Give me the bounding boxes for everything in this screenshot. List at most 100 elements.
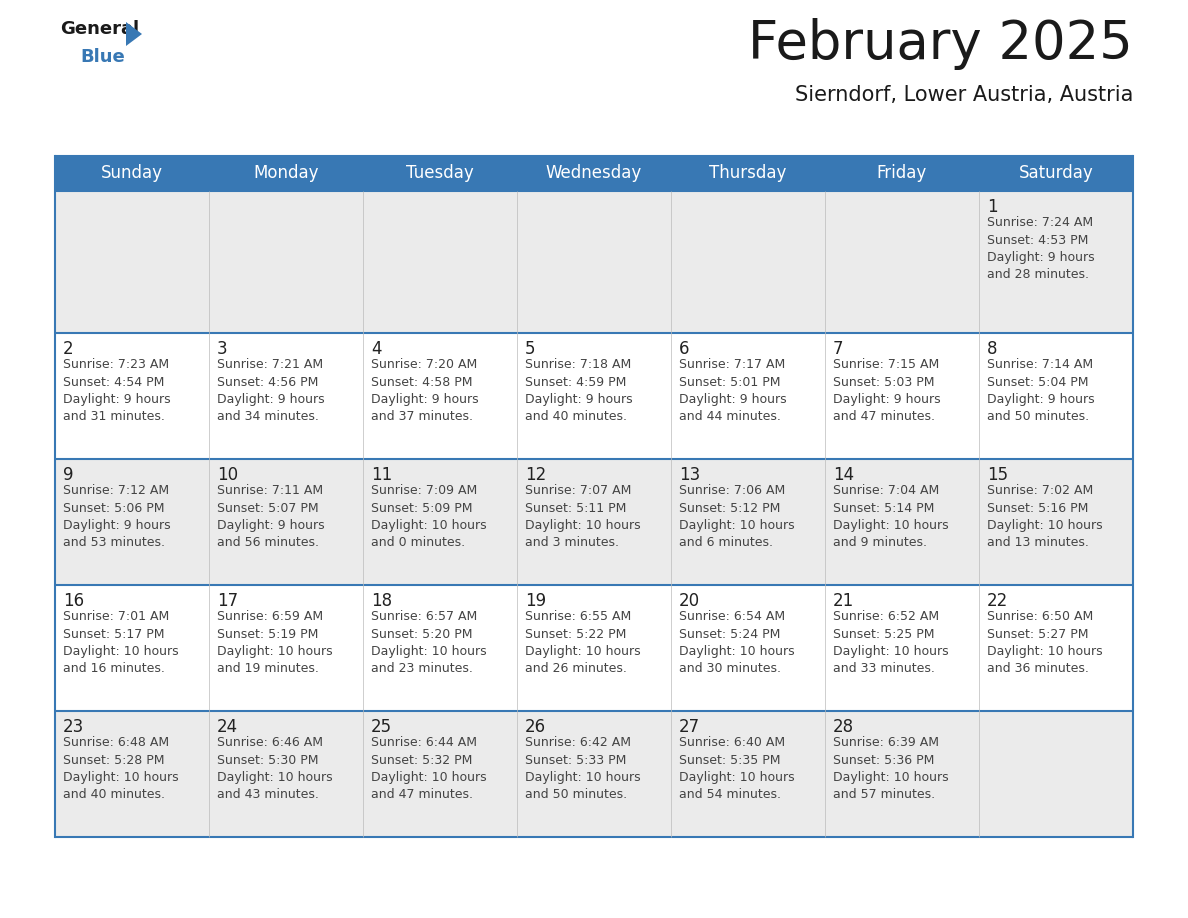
- Text: and 50 minutes.: and 50 minutes.: [525, 789, 627, 801]
- Text: Daylight: 9 hours: Daylight: 9 hours: [217, 519, 324, 532]
- Text: Sunrise: 7:14 AM: Sunrise: 7:14 AM: [987, 358, 1093, 371]
- Bar: [209, 711, 364, 837]
- Text: General: General: [61, 20, 139, 38]
- Text: 24: 24: [217, 718, 238, 736]
- Text: and 34 minutes.: and 34 minutes.: [217, 410, 318, 423]
- Bar: [209, 585, 364, 711]
- Bar: [979, 585, 1133, 711]
- Bar: [55, 333, 209, 459]
- Text: Thursday: Thursday: [709, 164, 786, 183]
- Bar: [671, 191, 824, 333]
- Text: Daylight: 9 hours: Daylight: 9 hours: [833, 393, 941, 406]
- Text: and 56 minutes.: and 56 minutes.: [217, 536, 320, 550]
- Text: Wednesday: Wednesday: [545, 164, 643, 183]
- Text: and 37 minutes.: and 37 minutes.: [371, 410, 473, 423]
- Text: Sunrise: 7:18 AM: Sunrise: 7:18 AM: [525, 358, 631, 371]
- Text: Sunrise: 6:42 AM: Sunrise: 6:42 AM: [525, 736, 631, 749]
- Text: and 0 minutes.: and 0 minutes.: [371, 536, 466, 550]
- Text: Daylight: 10 hours: Daylight: 10 hours: [525, 771, 640, 784]
- Text: Friday: Friday: [877, 164, 927, 183]
- Bar: [671, 333, 824, 459]
- Text: 28: 28: [833, 718, 854, 736]
- Bar: [979, 333, 1133, 459]
- Text: 3: 3: [217, 340, 228, 358]
- Text: Daylight: 10 hours: Daylight: 10 hours: [680, 645, 795, 658]
- Text: Sunset: 5:24 PM: Sunset: 5:24 PM: [680, 628, 781, 641]
- Text: Sierndorf, Lower Austria, Austria: Sierndorf, Lower Austria, Austria: [795, 85, 1133, 105]
- Text: Sunset: 5:20 PM: Sunset: 5:20 PM: [371, 628, 473, 641]
- Bar: [55, 191, 209, 333]
- Text: and 44 minutes.: and 44 minutes.: [680, 410, 781, 423]
- Text: Sunrise: 7:21 AM: Sunrise: 7:21 AM: [217, 358, 323, 371]
- Text: Sunset: 5:03 PM: Sunset: 5:03 PM: [833, 375, 935, 388]
- Text: Daylight: 9 hours: Daylight: 9 hours: [987, 251, 1094, 264]
- Bar: [55, 711, 209, 837]
- Text: Daylight: 9 hours: Daylight: 9 hours: [63, 519, 171, 532]
- Text: Daylight: 9 hours: Daylight: 9 hours: [987, 393, 1094, 406]
- Bar: [824, 333, 979, 459]
- Text: Sunset: 4:59 PM: Sunset: 4:59 PM: [525, 375, 626, 388]
- Text: Sunrise: 6:40 AM: Sunrise: 6:40 AM: [680, 736, 785, 749]
- Text: Sunset: 5:28 PM: Sunset: 5:28 PM: [63, 754, 164, 767]
- Text: Sunrise: 7:23 AM: Sunrise: 7:23 AM: [63, 358, 169, 371]
- Text: 13: 13: [680, 466, 700, 484]
- Bar: [979, 191, 1133, 333]
- Bar: [517, 711, 671, 837]
- Text: 2: 2: [63, 340, 74, 358]
- Text: Sunset: 5:22 PM: Sunset: 5:22 PM: [525, 628, 626, 641]
- Text: and 33 minutes.: and 33 minutes.: [833, 663, 935, 676]
- Bar: [364, 191, 517, 333]
- Text: Daylight: 10 hours: Daylight: 10 hours: [987, 645, 1102, 658]
- Text: Sunrise: 7:24 AM: Sunrise: 7:24 AM: [987, 216, 1093, 229]
- Text: Sunset: 4:54 PM: Sunset: 4:54 PM: [63, 375, 164, 388]
- Bar: [364, 711, 517, 837]
- Text: Daylight: 10 hours: Daylight: 10 hours: [833, 645, 949, 658]
- Text: Sunset: 4:58 PM: Sunset: 4:58 PM: [371, 375, 473, 388]
- Bar: [517, 333, 671, 459]
- Text: 5: 5: [525, 340, 536, 358]
- Text: 23: 23: [63, 718, 84, 736]
- Text: and 54 minutes.: and 54 minutes.: [680, 789, 781, 801]
- Bar: [979, 711, 1133, 837]
- Text: and 16 minutes.: and 16 minutes.: [63, 663, 165, 676]
- Text: Daylight: 10 hours: Daylight: 10 hours: [525, 519, 640, 532]
- Text: Sunset: 5:36 PM: Sunset: 5:36 PM: [833, 754, 935, 767]
- Bar: [824, 191, 979, 333]
- Text: Sunset: 4:53 PM: Sunset: 4:53 PM: [987, 233, 1088, 247]
- Text: Daylight: 10 hours: Daylight: 10 hours: [217, 771, 333, 784]
- Text: 8: 8: [987, 340, 998, 358]
- Text: Sunset: 5:25 PM: Sunset: 5:25 PM: [833, 628, 935, 641]
- Bar: [671, 585, 824, 711]
- Text: Sunset: 5:27 PM: Sunset: 5:27 PM: [987, 628, 1088, 641]
- Text: Sunrise: 7:04 AM: Sunrise: 7:04 AM: [833, 484, 940, 497]
- Text: 9: 9: [63, 466, 74, 484]
- Text: Tuesday: Tuesday: [406, 164, 474, 183]
- Text: 15: 15: [987, 466, 1009, 484]
- Text: Daylight: 10 hours: Daylight: 10 hours: [217, 645, 333, 658]
- Text: Sunset: 5:19 PM: Sunset: 5:19 PM: [217, 628, 318, 641]
- Text: Sunrise: 6:48 AM: Sunrise: 6:48 AM: [63, 736, 169, 749]
- Text: and 30 minutes.: and 30 minutes.: [680, 663, 781, 676]
- Text: Sunrise: 6:39 AM: Sunrise: 6:39 AM: [833, 736, 939, 749]
- Text: Sunrise: 7:17 AM: Sunrise: 7:17 AM: [680, 358, 785, 371]
- Polygon shape: [126, 22, 143, 46]
- Text: Daylight: 10 hours: Daylight: 10 hours: [371, 519, 487, 532]
- Text: and 53 minutes.: and 53 minutes.: [63, 536, 165, 550]
- Text: Sunset: 5:04 PM: Sunset: 5:04 PM: [987, 375, 1088, 388]
- Text: 26: 26: [525, 718, 546, 736]
- Text: Daylight: 10 hours: Daylight: 10 hours: [525, 645, 640, 658]
- Text: Sunset: 5:07 PM: Sunset: 5:07 PM: [217, 501, 318, 514]
- Text: Daylight: 10 hours: Daylight: 10 hours: [371, 645, 487, 658]
- Bar: [517, 459, 671, 585]
- Text: and 26 minutes.: and 26 minutes.: [525, 663, 627, 676]
- Text: Daylight: 9 hours: Daylight: 9 hours: [680, 393, 786, 406]
- Text: and 19 minutes.: and 19 minutes.: [217, 663, 318, 676]
- Bar: [209, 459, 364, 585]
- Text: Daylight: 10 hours: Daylight: 10 hours: [63, 771, 178, 784]
- Text: and 50 minutes.: and 50 minutes.: [987, 410, 1089, 423]
- Bar: [671, 459, 824, 585]
- Text: and 23 minutes.: and 23 minutes.: [371, 663, 473, 676]
- Text: 12: 12: [525, 466, 546, 484]
- Text: Sunset: 5:09 PM: Sunset: 5:09 PM: [371, 501, 473, 514]
- Text: Sunrise: 7:07 AM: Sunrise: 7:07 AM: [525, 484, 631, 497]
